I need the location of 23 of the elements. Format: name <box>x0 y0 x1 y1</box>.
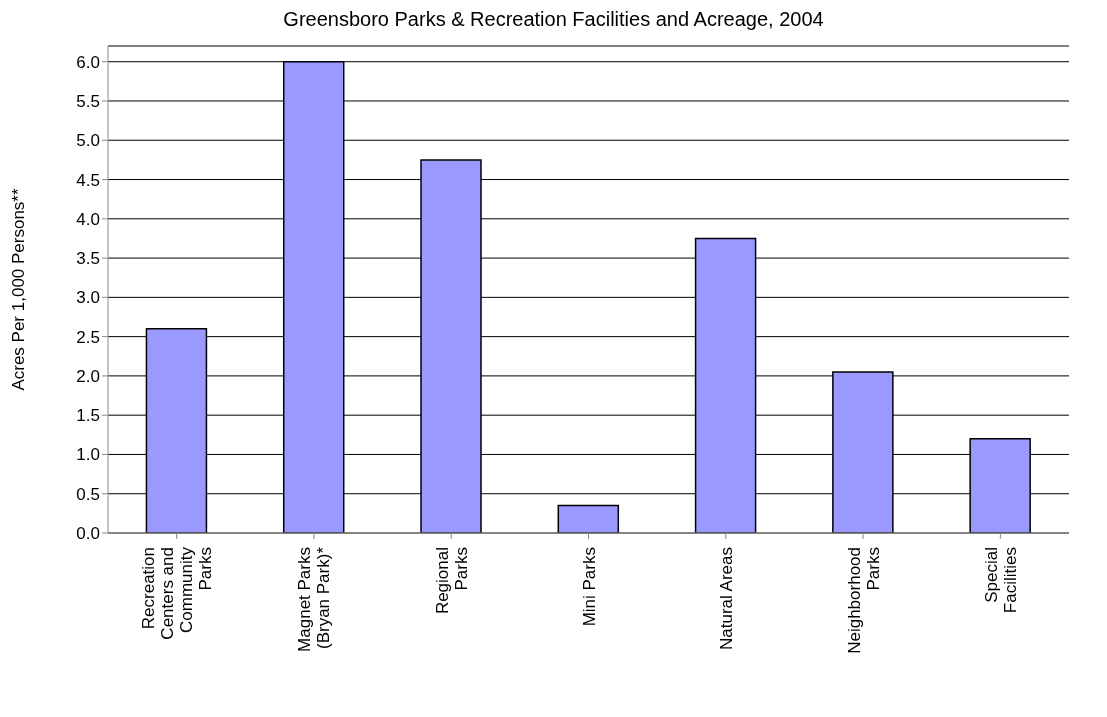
y-tick-label: 5.5 <box>76 92 100 112</box>
y-tick-label: 1.5 <box>76 406 100 426</box>
y-tick-label: 0.0 <box>76 524 100 544</box>
x-tick-label: Recreation Centers and Community Parks <box>139 546 216 640</box>
y-tick-label: 0.5 <box>76 484 100 504</box>
y-tick-label: 6.0 <box>76 52 100 72</box>
y-tick-label: 1.0 <box>76 445 100 465</box>
chart-title: Greensboro Parks & Recreation Facilities and Acreage, 2004 <box>282 8 825 32</box>
y-axis-title: Acres Per 1,000 Persons** <box>9 188 29 391</box>
x-tick-label: Magnet Parks (Bryan Park)* <box>295 546 334 652</box>
x-tick-label: Neighborhood Parks <box>844 547 883 654</box>
x-tick-label: Natural Areas <box>716 547 736 650</box>
bar <box>557 504 620 533</box>
y-tick-label: 4.0 <box>76 209 100 229</box>
x-tick-label: Special Facilities <box>981 547 1020 614</box>
y-tick-label: 4.5 <box>76 170 100 190</box>
x-tick-label: Regional Parks <box>432 547 471 615</box>
y-tick-label: 5.0 <box>76 131 100 151</box>
y-tick-label: 3.0 <box>76 288 100 308</box>
x-tick-label: Mini Parks <box>579 547 599 627</box>
y-tick-label: 2.5 <box>76 327 100 347</box>
y-tick-label: 3.5 <box>76 249 100 269</box>
y-tick-label: 2.0 <box>76 366 100 386</box>
